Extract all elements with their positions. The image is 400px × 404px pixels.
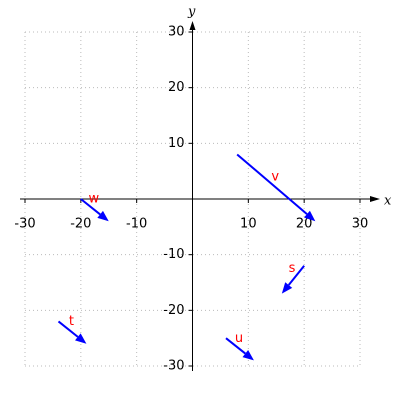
- x-tick-label: 20: [296, 217, 313, 232]
- y-tick-label: -20: [163, 303, 184, 318]
- vector-label: t: [69, 314, 74, 329]
- vector-shaft: [236, 153, 308, 215]
- y-tick-label: 30: [168, 25, 185, 40]
- vector-label: s: [289, 261, 296, 276]
- y-tick-label: 10: [168, 136, 185, 151]
- x-axis-arrow: [370, 196, 380, 202]
- vector-shaft: [80, 198, 101, 216]
- y-tick-label: -30: [163, 359, 184, 374]
- vector-shaft: [287, 265, 305, 286]
- vector-head: [75, 333, 87, 344]
- y-axis-arrow: [189, 21, 196, 30]
- vector-label: w: [88, 192, 99, 207]
- x-tick-label: 30: [352, 217, 369, 232]
- vector-head: [97, 210, 109, 222]
- x-tick-label: -20: [70, 217, 91, 232]
- x-tick-label: -10: [126, 217, 147, 232]
- vector-shaft: [57, 320, 79, 338]
- vector-label: u: [235, 331, 243, 346]
- x-tick-label: 10: [240, 217, 257, 232]
- vector-head: [242, 350, 254, 361]
- x-axis-label: x: [384, 194, 392, 209]
- vector-head: [281, 282, 293, 294]
- y-tick-label: -10: [163, 247, 184, 262]
- y-axis-label: y: [187, 5, 196, 20]
- vector-head: [304, 210, 316, 222]
- vector-label: v: [271, 169, 279, 184]
- y-tick-label: 20: [168, 80, 185, 95]
- x-tick-label: -30: [14, 217, 35, 232]
- vector-shaft: [225, 337, 246, 355]
